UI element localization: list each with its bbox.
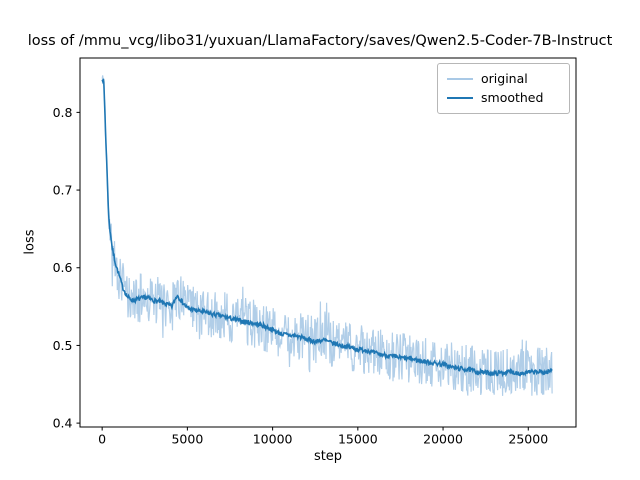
legend-line-original-icon bbox=[447, 77, 473, 80]
axis-ticks: 0 5000 10000 15000 20000 25000 0.4 0.5 0.6 0.7 0.8 bbox=[53, 105, 549, 447]
x-tick-label: 15000 bbox=[338, 432, 378, 447]
x-tick-label: 20000 bbox=[423, 432, 463, 447]
chart-title: loss of /mmu_vcg/libo31/yuxuan/LlamaFact… bbox=[27, 33, 613, 49]
x-tick-label: 25000 bbox=[508, 432, 548, 447]
x-axis-label: step bbox=[313, 449, 343, 464]
legend-entry-original: original bbox=[447, 69, 560, 88]
series-lines bbox=[101, 75, 553, 396]
y-tick-label: 0.6 bbox=[53, 260, 73, 275]
legend-label-original: original bbox=[481, 71, 528, 86]
x-tick-label: 0 bbox=[98, 432, 106, 447]
y-axis-label: loss bbox=[22, 229, 38, 255]
series-original bbox=[101, 75, 553, 396]
legend-line-smoothed-icon bbox=[447, 96, 473, 99]
legend-entry-smoothed: smoothed bbox=[447, 88, 560, 107]
series-smoothed bbox=[101, 78, 553, 378]
axes-spines bbox=[79, 57, 577, 428]
y-tick-label: 0.7 bbox=[53, 183, 73, 198]
y-tick-label: 0.8 bbox=[53, 105, 73, 120]
y-tick-label: 0.5 bbox=[53, 338, 73, 353]
y-tick-label: 0.4 bbox=[53, 416, 73, 431]
x-tick-label: 10000 bbox=[253, 432, 293, 447]
x-tick-label: 5000 bbox=[171, 432, 203, 447]
legend: original smoothed bbox=[437, 63, 570, 114]
legend-label-smoothed: smoothed bbox=[481, 90, 544, 105]
